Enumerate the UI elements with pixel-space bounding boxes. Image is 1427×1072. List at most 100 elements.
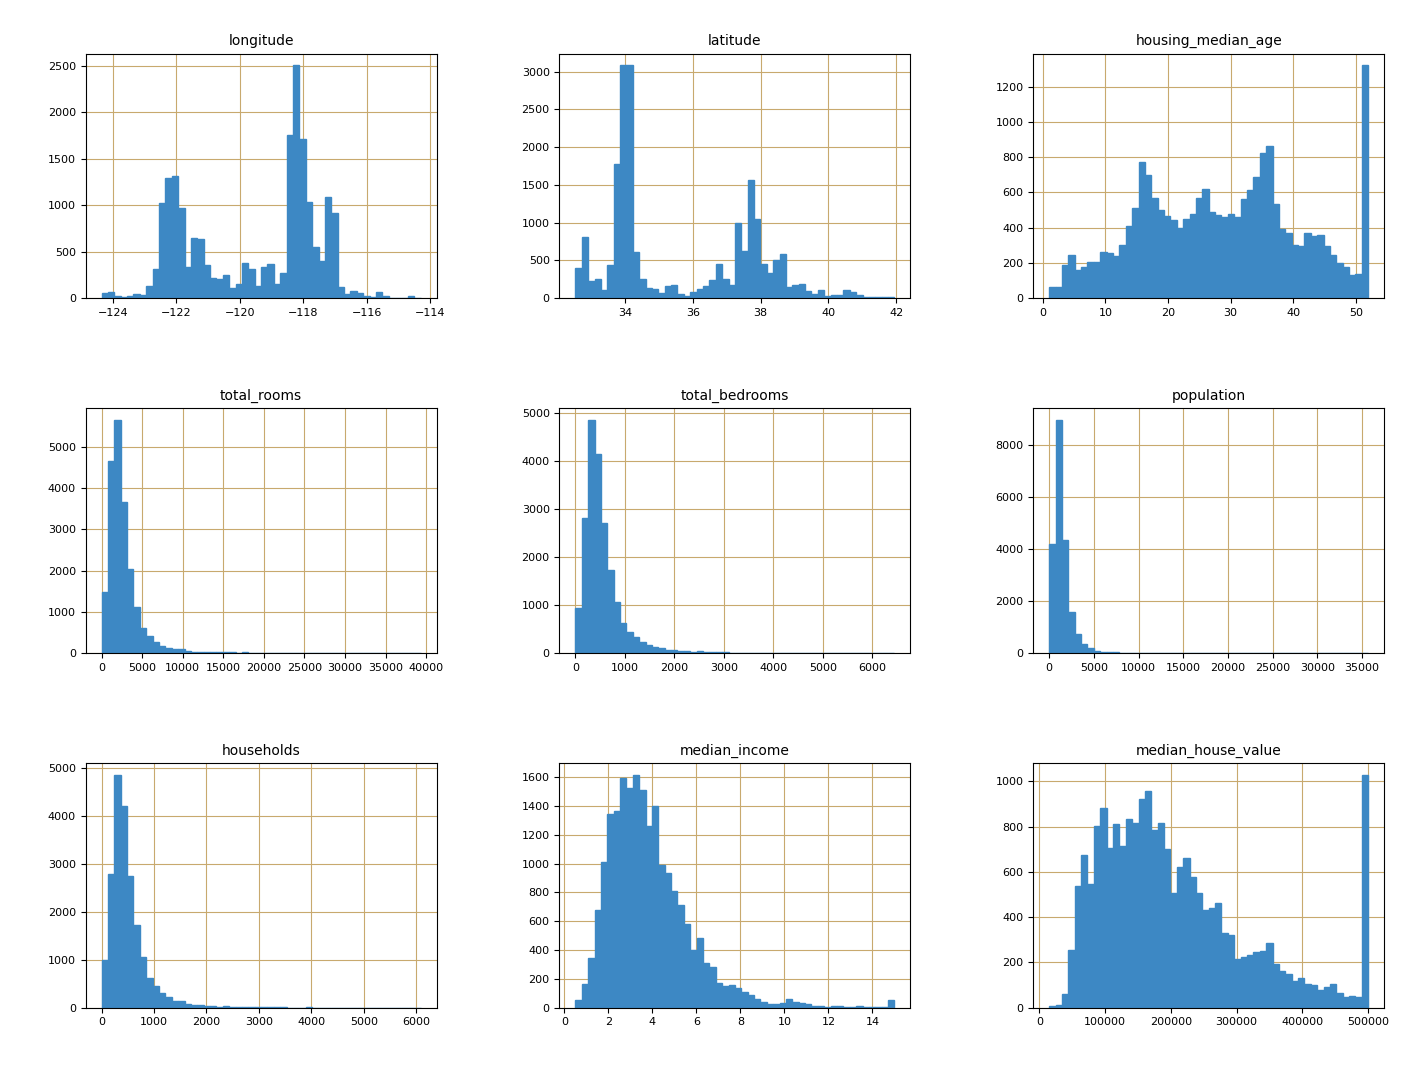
Bar (761, 1002, 766, 1008)
Bar (1190, 877, 1196, 1008)
Bar (626, 788, 632, 1008)
Bar (1203, 910, 1209, 1008)
Bar (1253, 177, 1260, 298)
Bar (575, 268, 582, 298)
Bar (351, 292, 357, 298)
Bar (1062, 994, 1069, 1008)
Bar (127, 876, 134, 1008)
Bar (588, 281, 595, 298)
Bar (632, 252, 639, 298)
Bar (408, 296, 414, 298)
Bar (325, 197, 331, 298)
Bar (652, 288, 658, 298)
Bar (1240, 957, 1247, 1008)
Bar (588, 957, 595, 1008)
Bar (1291, 981, 1299, 1008)
Bar (158, 994, 166, 1008)
Bar (1240, 198, 1247, 298)
Bar (831, 295, 838, 298)
Bar (1317, 236, 1324, 298)
Bar (287, 135, 293, 298)
Bar (761, 264, 766, 298)
Bar (632, 637, 639, 653)
Bar (1100, 652, 1106, 653)
Bar (671, 651, 678, 653)
Bar (799, 1002, 805, 1008)
Bar (210, 1007, 217, 1008)
Bar (1209, 212, 1214, 298)
Bar (658, 649, 665, 653)
Bar (318, 262, 325, 298)
Bar (1247, 955, 1253, 1008)
Bar (1100, 252, 1106, 298)
Bar (645, 645, 652, 653)
Bar (849, 1007, 856, 1008)
Bar (1056, 287, 1062, 298)
Bar (1152, 197, 1157, 298)
Bar (601, 291, 608, 298)
Bar (805, 1003, 812, 1008)
Bar (1349, 274, 1356, 298)
Bar (621, 65, 626, 298)
Bar (1291, 244, 1299, 298)
Bar (1126, 225, 1132, 298)
Bar (1253, 952, 1260, 1008)
Bar (684, 924, 691, 1008)
Bar (1311, 236, 1317, 298)
Bar (595, 910, 601, 1008)
Bar (1177, 228, 1183, 298)
Bar (158, 203, 166, 298)
Bar (184, 1003, 191, 1008)
Bar (1203, 189, 1209, 298)
Bar (671, 891, 678, 1008)
Bar (204, 1007, 210, 1008)
Bar (1113, 256, 1119, 298)
Bar (1075, 270, 1082, 298)
Bar (108, 292, 114, 298)
Bar (1336, 993, 1343, 1008)
Bar (716, 264, 722, 298)
Bar (1214, 903, 1222, 1008)
Bar (1095, 651, 1100, 653)
Bar (1196, 198, 1203, 298)
Bar (1183, 859, 1190, 1008)
Bar (153, 641, 158, 653)
Bar (1227, 935, 1234, 1008)
Bar (127, 296, 134, 298)
Bar (856, 1007, 862, 1008)
Bar (825, 296, 831, 298)
Bar (1157, 210, 1164, 298)
Bar (1164, 217, 1170, 298)
Bar (230, 288, 235, 298)
Bar (614, 812, 621, 1008)
Bar (614, 601, 621, 653)
Bar (753, 999, 761, 1008)
Bar (1056, 420, 1062, 653)
Bar (1299, 978, 1304, 1008)
Bar (645, 288, 652, 298)
Bar (665, 286, 671, 298)
Bar (792, 1002, 799, 1008)
Bar (608, 815, 614, 1008)
Bar (1087, 649, 1095, 653)
Bar (1279, 971, 1286, 1008)
Bar (1214, 215, 1222, 298)
Bar (1100, 808, 1106, 1008)
Bar (1190, 214, 1196, 298)
Bar (639, 790, 645, 1008)
Bar (652, 806, 658, 1008)
Bar (357, 293, 364, 298)
Bar (582, 518, 588, 653)
Bar (210, 278, 217, 298)
Bar (621, 778, 626, 1008)
Bar (191, 652, 197, 653)
Bar (243, 263, 248, 298)
Bar (1196, 893, 1203, 1008)
Bar (1311, 985, 1317, 1008)
Bar (1126, 819, 1132, 1008)
Bar (678, 294, 684, 298)
Bar (741, 251, 748, 298)
Bar (1286, 233, 1291, 298)
Bar (639, 280, 645, 298)
Bar (1082, 854, 1087, 1008)
